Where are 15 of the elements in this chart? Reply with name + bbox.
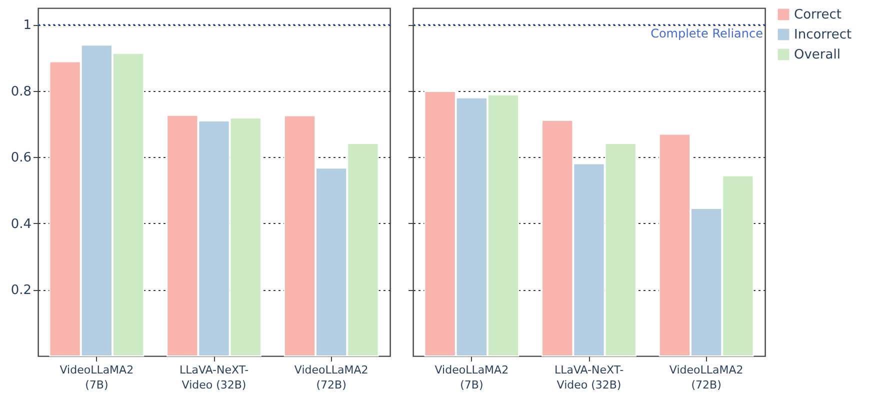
x-tick-label: LLaVA-NeXT- Video (32B) (179, 364, 249, 392)
x-tick-label: VideoLLaMA2 (72B) (669, 364, 744, 392)
legend-label: Incorrect (794, 28, 852, 42)
y-tick-label: 0.2 (10, 283, 32, 298)
y-tick-label: 0.8 (10, 84, 32, 100)
ref-line-label: Complete Reliance (650, 26, 763, 41)
legend-label: Correct (794, 8, 842, 22)
y-tick-label: 0.4 (10, 216, 32, 232)
x-tick-label: VideoLLaMA2 (72B) (294, 364, 368, 392)
y-tick-label: 0.6 (10, 150, 32, 166)
x-tick-label: VideoLLaMA2 (7B) (60, 364, 134, 392)
y-tick-label: 1 (23, 18, 32, 34)
legend-label: Overall (794, 48, 840, 62)
x-tick-label: LLaVA-NeXT- Video (32B) (554, 364, 624, 392)
x-tick-label: VideoLLaMA2 (7B) (434, 364, 509, 392)
